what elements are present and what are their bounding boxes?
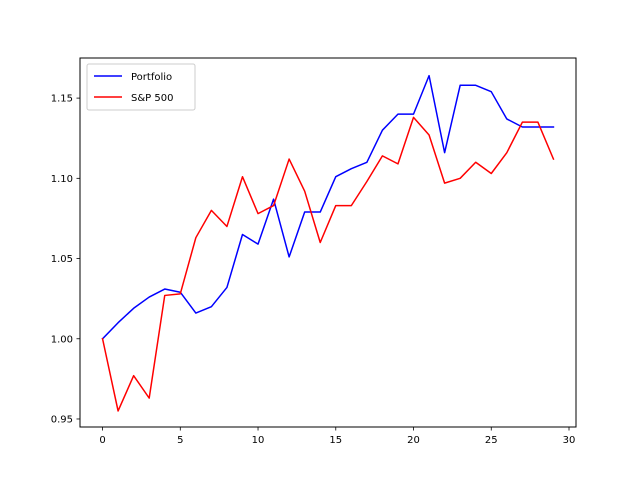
- x-tick-label: 20: [407, 435, 420, 446]
- y-tick-label: 1.00: [51, 334, 73, 345]
- series-layer: [101, 74, 555, 412]
- x-tick-label: 0: [99, 435, 105, 446]
- legend-label-0: Portfolio: [131, 72, 172, 83]
- x-tick-label: 30: [563, 435, 576, 446]
- x-axis: 0 5 10 15 20 25 30: [99, 427, 575, 446]
- series-line-1: [101, 116, 555, 412]
- series-line-0: [101, 74, 555, 340]
- y-tick-label: 1.05: [51, 254, 73, 265]
- axes-frame: [79, 57, 577, 428]
- y-tick-label: 1.10: [51, 174, 73, 185]
- x-tick-label: 15: [329, 435, 342, 446]
- y-tick-label: 1.15: [51, 94, 73, 105]
- x-tick-label: 25: [485, 435, 498, 446]
- y-tick-label: 0.95: [51, 414, 73, 425]
- x-tick-label: 10: [252, 435, 265, 446]
- y-axis: 0.95 1.00 1.05 1.10 1.15: [51, 94, 80, 425]
- x-tick-label: 5: [177, 435, 183, 446]
- legend: Portfolio S&P 500: [86, 63, 196, 111]
- legend-label-1: S&P 500: [131, 93, 173, 104]
